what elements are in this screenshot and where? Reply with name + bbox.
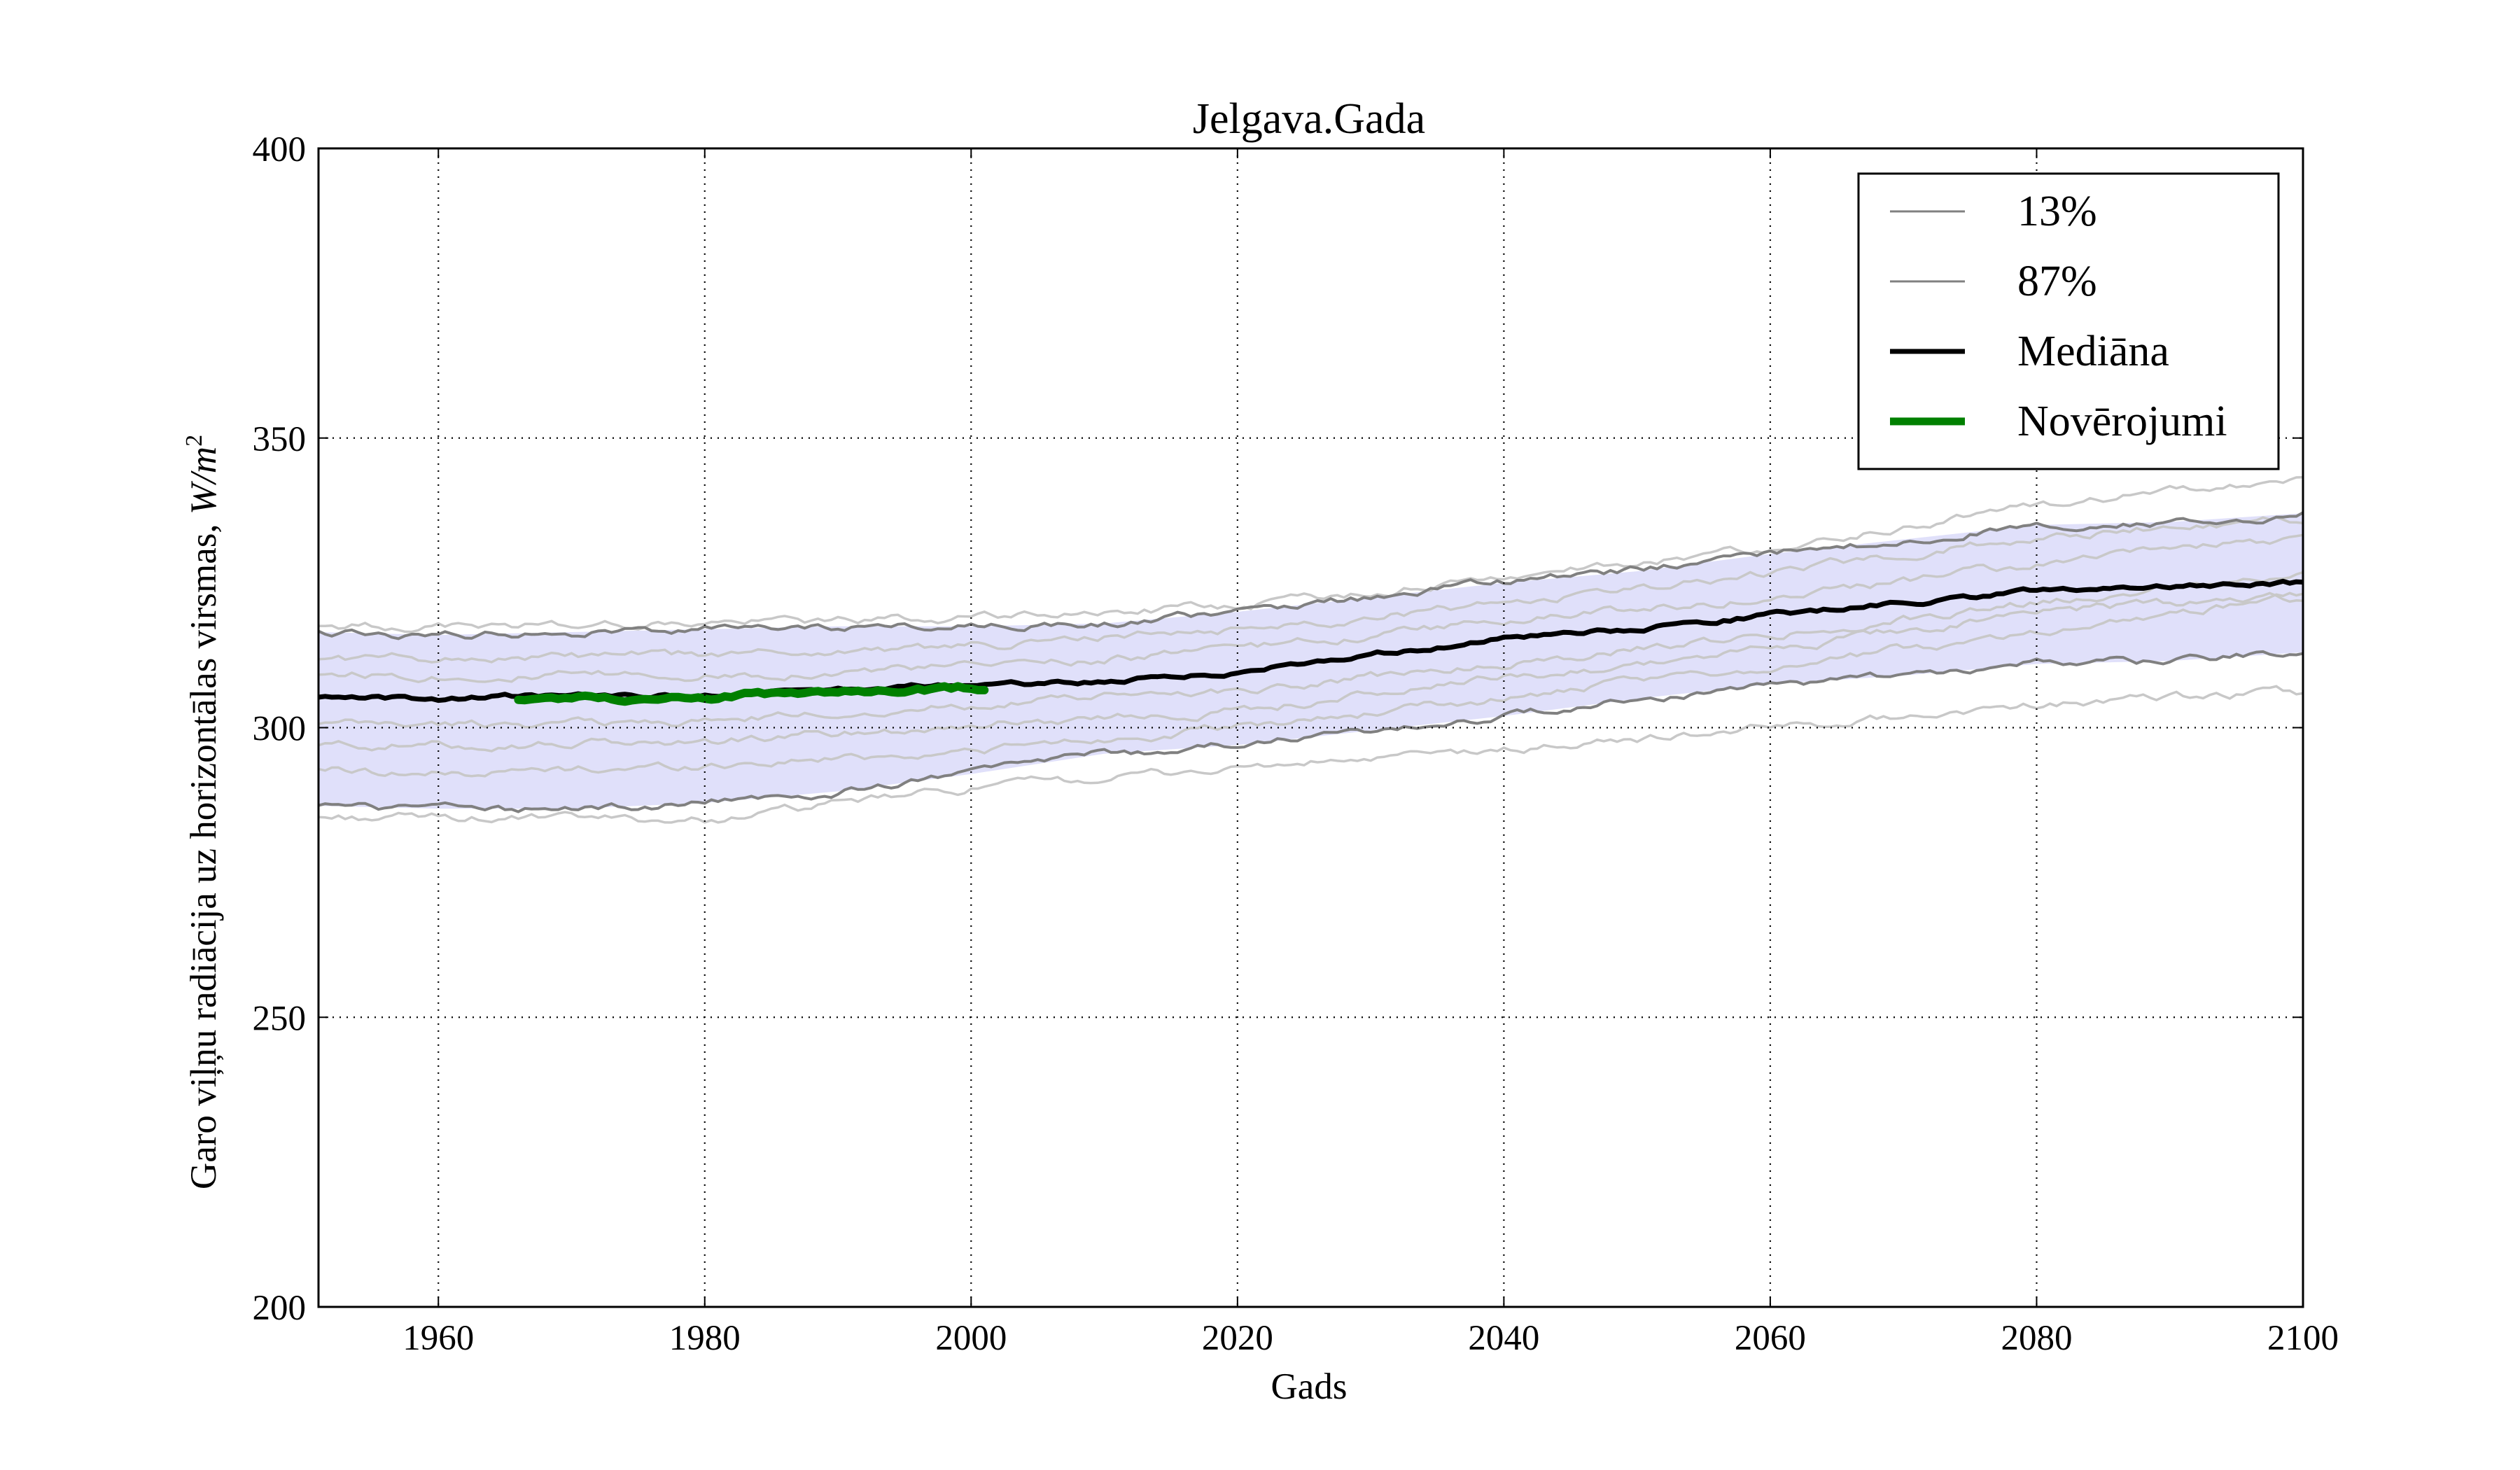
ensemble-line-6: [318, 515, 2304, 664]
y-tick-label-200: 200: [253, 1289, 307, 1328]
x-tick-label-2060: 2060: [1735, 1319, 1806, 1358]
legend-label-median: Mediāna: [2017, 328, 2169, 375]
y-axis-label: Garo viļņu radiācija uz horizontālas vir…: [181, 435, 224, 1189]
x-axis-label: Gads: [1271, 1366, 1348, 1407]
chart-title: Jelgava.Gada: [1193, 95, 1425, 143]
ensemble-line-5: [318, 533, 2304, 683]
x-tick-label-2040: 2040: [1468, 1319, 1539, 1358]
x-tick-label-2100: 2100: [2267, 1319, 2339, 1358]
ensemble-line-1: [318, 685, 2304, 824]
legend-label-87: 87%: [2017, 258, 2097, 305]
y-axis-label-exponent: 2: [181, 435, 207, 447]
series-line-percentile-13: [318, 650, 2304, 813]
series-line-observations: [514, 682, 989, 706]
x-tick-label-1960: 1960: [402, 1319, 474, 1358]
ensemble-line-7: [318, 476, 2304, 634]
legend-label-13: 13%: [2017, 188, 2097, 235]
x-tick-label-2080: 2080: [2001, 1319, 2072, 1358]
legend-label-observations: Novērojumi: [2017, 398, 2227, 445]
ensemble-line-4: [318, 570, 2304, 729]
y-tick-label-400: 400: [253, 130, 307, 169]
y-tick-label-300: 300: [253, 710, 307, 749]
y-tick-label-350: 350: [253, 420, 307, 459]
ensemble-line-2: [318, 592, 2304, 778]
series-line-percentile-87: [318, 511, 2304, 640]
ensemble-line-3: [318, 592, 2304, 752]
x-tick-label-1980: 1980: [669, 1319, 741, 1358]
y-axis-label-text: Garo viļņu radiācija uz horizontālas vir…: [183, 514, 224, 1189]
y-axis-label-unit: W/m: [183, 447, 224, 514]
legend: 13% 87% Mediāna Novērojumi: [1857, 172, 2280, 470]
y-tick-label-250: 250: [253, 999, 307, 1038]
x-tick-label-2020: 2020: [1202, 1319, 1273, 1358]
x-tick-label-2000: 2000: [935, 1319, 1007, 1358]
